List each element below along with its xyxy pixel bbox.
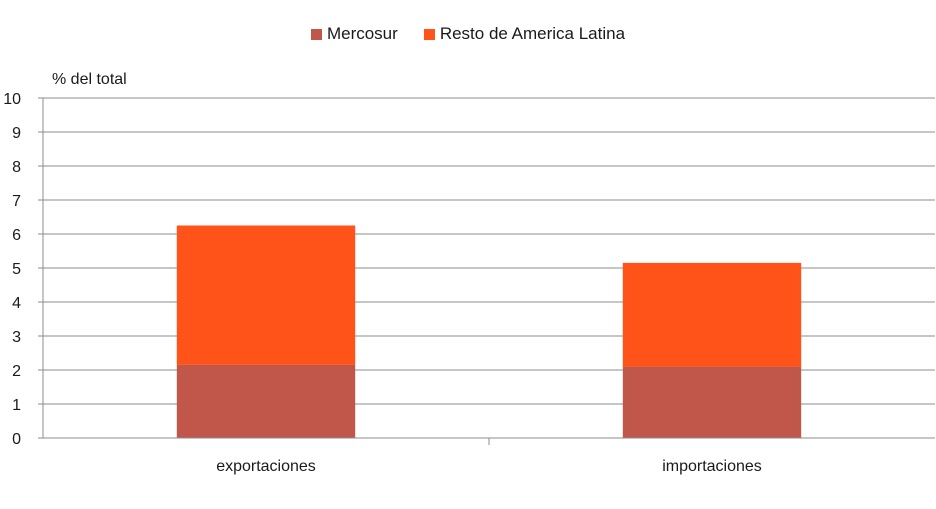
bars <box>176 225 802 438</box>
legend-item-resto-america-latina: Resto de America Latina <box>423 24 626 44</box>
legend-label-resto-america-latina: Resto de America Latina <box>439 24 626 43</box>
y-tick-label-1: 1 <box>12 397 21 414</box>
bar-exportaciones-mercosur <box>176 364 356 438</box>
y-tick-label-0: 0 <box>12 431 21 448</box>
bar-importaciones-resto-de-america-latina <box>622 262 802 367</box>
legend-swatch-resto-america-latina <box>423 28 435 40</box>
bar-exportaciones-resto-de-america-latina <box>176 225 356 365</box>
y-tick-label-4: 4 <box>12 295 21 312</box>
tick-labels: 0 1 2 3 4 5 6 7 8 9 10 exportaciones importaciones <box>3 91 762 475</box>
y-tick-label-8: 8 <box>12 159 21 176</box>
y-unit-label: % del total <box>52 71 127 88</box>
legend: Mercosur Resto de America Latina <box>0 24 936 44</box>
y-tick-label-7: 7 <box>12 193 21 210</box>
bar-importaciones-mercosur <box>622 366 802 438</box>
x-category-label-exportaciones: exportaciones <box>216 458 316 475</box>
legend-label-mercosur: Mercosur <box>326 24 398 43</box>
legend-swatch-mercosur <box>310 28 322 40</box>
y-tick-label-9: 9 <box>12 125 21 142</box>
axes <box>38 97 935 445</box>
x-category-label-importaciones: importaciones <box>662 458 762 475</box>
y-tick-label-10: 10 <box>3 91 21 108</box>
y-tick-label-3: 3 <box>12 329 21 346</box>
y-tick-label-5: 5 <box>12 261 21 278</box>
legend-item-mercosur: Mercosur <box>310 24 398 44</box>
y-tick-label-6: 6 <box>12 227 21 244</box>
y-tick-label-2: 2 <box>12 363 21 380</box>
